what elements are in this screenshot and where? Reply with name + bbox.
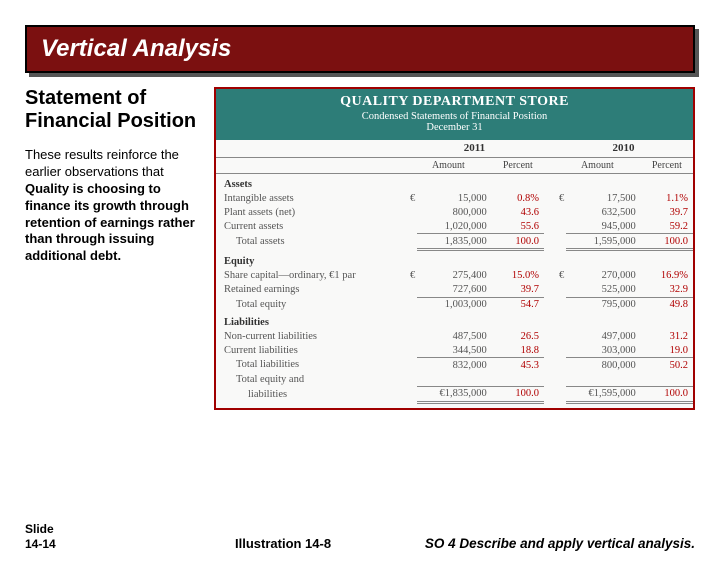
row-noncurrent-liab: Non-current liabilities 487,50026.5 497,…: [216, 329, 693, 343]
row-share-capital: Share capital—ordinary, €1 par €275,4001…: [216, 269, 693, 283]
section-assets: Assets: [216, 173, 693, 191]
row-retained: Retained earnings 727,60039.7 525,00032.…: [216, 283, 693, 298]
study-objective: SO 4 Describe and apply vertical analysi…: [425, 536, 695, 551]
col-percent-1: Percent: [492, 157, 544, 173]
figure-header: QUALITY DEPARTMENT STORE Condensed State…: [216, 89, 693, 140]
body-text-plain: These results reinforce the earlier obse…: [25, 147, 179, 179]
row-current-assets: Current assets 1,020,00055.6 945,00059.2: [216, 219, 693, 234]
col-percent-2: Percent: [641, 157, 693, 173]
illustration-label: Illustration 14-8: [235, 536, 331, 551]
row-intangible: Intangible assets €15,0000.8% €17,5001.1…: [216, 191, 693, 205]
section-equity: Equity: [216, 250, 693, 269]
year-2010: 2010: [554, 140, 693, 157]
page-title: Vertical Analysis: [41, 35, 231, 62]
col-amount-1: Amount: [405, 157, 492, 173]
body-text: These results reinforce the earlier obse…: [25, 147, 200, 265]
col-amount-2: Amount: [554, 157, 641, 173]
row-total-el-2: liabilities €1,835,000100.0 €1,595,00010…: [216, 386, 693, 402]
body-text-bold: Quality is choosing to finance its growt…: [25, 181, 195, 264]
financial-figure: QUALITY DEPARTMENT STORE Condensed State…: [214, 87, 695, 410]
figure-company: QUALITY DEPARTMENT STORE: [216, 94, 693, 110]
financial-table: 2011 2010 Amount Percent Amount Percent …: [216, 140, 693, 408]
column-head-row: Amount Percent Amount Percent: [216, 157, 693, 173]
year-row: 2011 2010: [216, 140, 693, 157]
figure-subtitle: Condensed Statements of Financial Positi…: [216, 111, 693, 122]
year-2011: 2011: [405, 140, 544, 157]
row-current-liab: Current liabilities 344,50018.8 303,0001…: [216, 343, 693, 358]
subtitle: Statement of Financial Position: [25, 87, 200, 133]
row-total-el-1: Total equity and: [216, 372, 693, 386]
content-area: Statement of Financial Position These re…: [25, 87, 695, 410]
row-total-equity: Total equity 1,003,00054.7 795,00049.8: [216, 297, 693, 312]
section-liabilities: Liabilities: [216, 312, 693, 330]
slide-footer: Slide 14-14 Illustration 14-8 SO 4 Descr…: [25, 522, 695, 551]
slide-number: Slide 14-14: [25, 522, 56, 551]
row-plant: Plant assets (net) 800,00043.6 632,50039…: [216, 205, 693, 219]
figure-date: December 31: [216, 122, 693, 133]
title-bar: Vertical Analysis: [25, 25, 695, 73]
left-column: Statement of Financial Position These re…: [25, 87, 200, 410]
row-total-liab: Total liabilities 832,00045.3 800,00050.…: [216, 358, 693, 373]
row-total-assets: Total assets 1,835,000100.0 1,595,000100…: [216, 234, 693, 250]
